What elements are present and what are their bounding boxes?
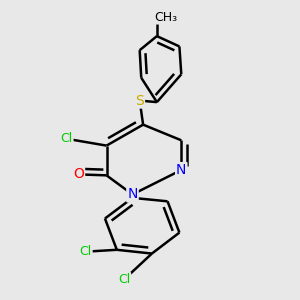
Text: Cl: Cl: [60, 132, 73, 145]
Text: N: N: [127, 188, 138, 201]
Text: N: N: [176, 163, 187, 177]
Text: Cl: Cl: [80, 245, 92, 258]
Text: CH₃: CH₃: [155, 11, 178, 23]
Text: S: S: [135, 94, 144, 108]
Text: O: O: [73, 167, 84, 182]
Text: Cl: Cl: [118, 273, 130, 286]
